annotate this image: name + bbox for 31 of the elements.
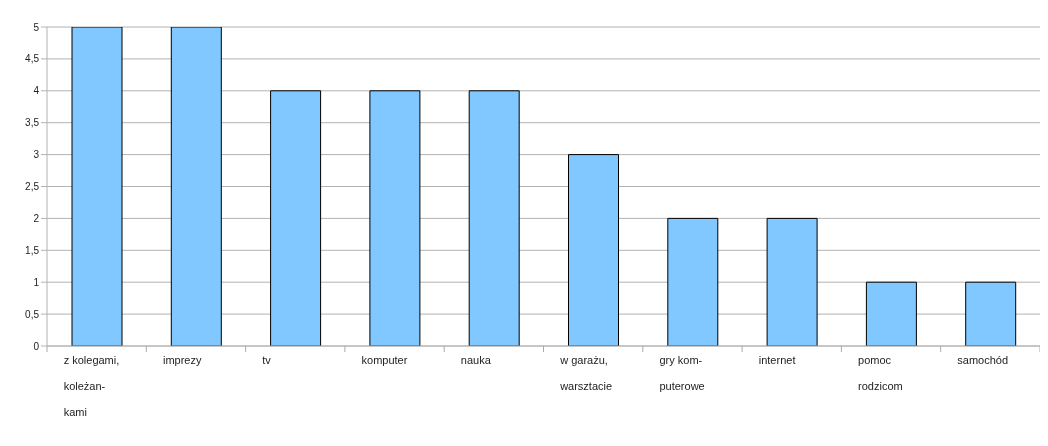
- category-label: gry kom- puterowe: [659, 354, 705, 392]
- bar: [865, 281, 917, 346]
- category-label: pomoc rodzicom: [858, 354, 903, 392]
- bar: [667, 217, 719, 346]
- y-tick-label: 3,5: [25, 117, 40, 129]
- bar: [369, 90, 421, 346]
- bar: [270, 90, 322, 346]
- x-tick-label: imprezy: [162, 354, 202, 366]
- y-tick-label: 3: [33, 149, 40, 161]
- y-tick-label: 4: [33, 85, 40, 97]
- bar: [568, 154, 619, 346]
- y-tick-label: 2: [33, 212, 40, 224]
- y-tick-label: 2,5: [25, 181, 40, 193]
- y-tick-label: 1: [33, 276, 40, 288]
- x-tick-label: tv: [262, 354, 272, 366]
- y-tick-label: 4,5: [25, 53, 40, 65]
- bar: [468, 90, 520, 346]
- bar: [965, 281, 1017, 346]
- bar: [71, 27, 123, 346]
- category-label: w garażu, warsztacie: [560, 354, 613, 392]
- y-tick-label: 0,5: [25, 308, 40, 320]
- y-tick-label: 5: [33, 21, 40, 33]
- x-tick-label: nauka: [460, 354, 492, 366]
- bar: [170, 27, 222, 346]
- y-tick-label: 0: [33, 340, 40, 352]
- x-tick-label: internet: [758, 354, 796, 366]
- x-tick-label: samochód: [957, 354, 1009, 366]
- bar: [766, 217, 818, 346]
- x-tick-label: komputer: [361, 354, 408, 366]
- y-tick-label: 1,5: [25, 244, 40, 256]
- category-label: z kolegami, koleżan- kami: [63, 354, 120, 418]
